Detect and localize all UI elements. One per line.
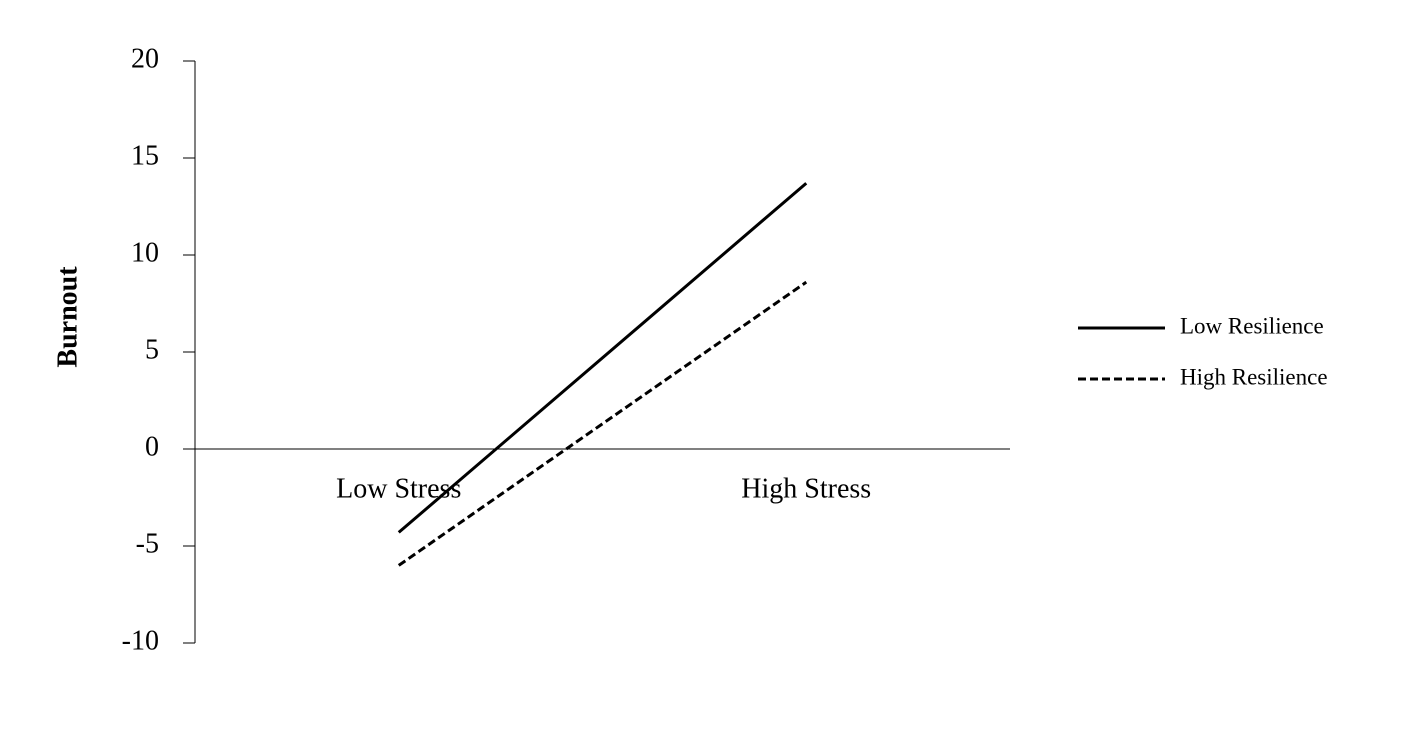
y-axis-label: Burnout (52, 266, 83, 368)
y-tick-label: 5 (145, 334, 159, 365)
legend-label: High Resilience (1180, 364, 1328, 389)
y-tick-label: -5 (136, 528, 159, 559)
x-tick-label: High Stress (741, 473, 871, 504)
y-tick-label: 20 (131, 43, 159, 74)
y-tick-label: 15 (131, 140, 159, 171)
legend-label: Low Resilience (1180, 313, 1324, 338)
series-line (397, 280, 808, 567)
y-tick-label: -10 (122, 625, 159, 656)
y-tick-label: 10 (131, 237, 159, 268)
y-tick-label: 0 (145, 431, 159, 462)
series-line (397, 182, 808, 534)
x-tick-label: Low Stress (336, 473, 461, 504)
